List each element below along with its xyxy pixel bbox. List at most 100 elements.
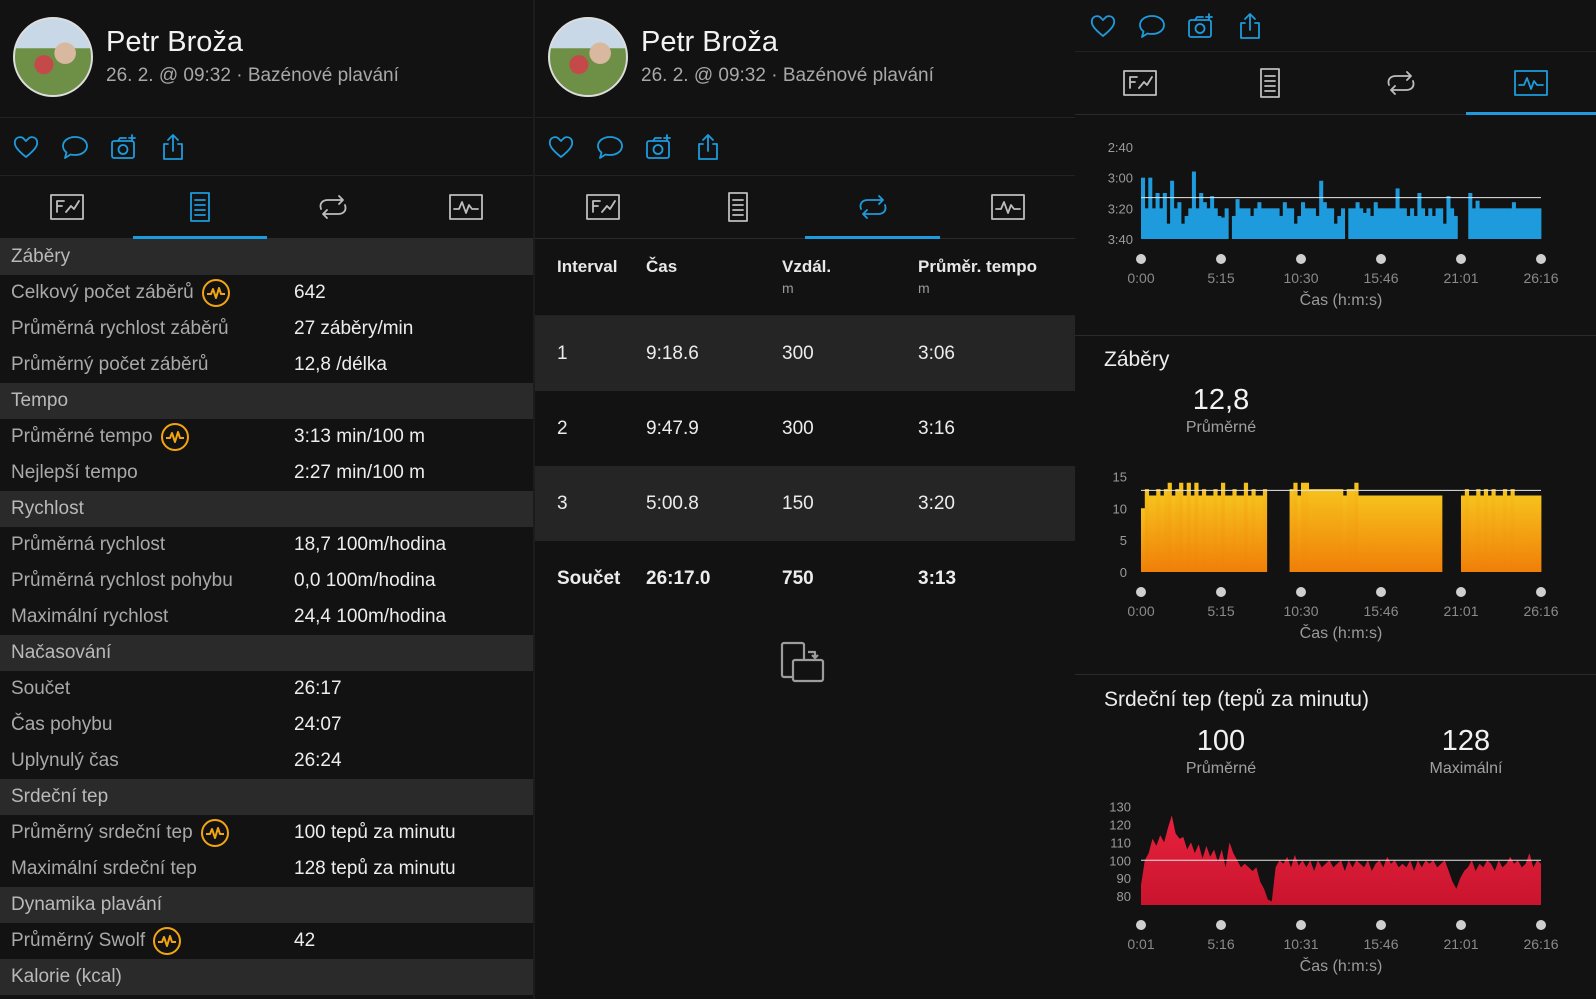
strokes-bar — [1327, 489, 1332, 572]
x-axis-title: Čas (h:m:s) — [1300, 623, 1383, 642]
performance-badge-icon[interactable] — [153, 927, 182, 955]
tab-laps[interactable] — [805, 176, 940, 239]
strokes-bar — [1289, 489, 1294, 572]
strokes-bar — [1396, 495, 1401, 572]
pace-bar — [1173, 208, 1178, 239]
pace-bar — [1341, 208, 1346, 239]
heart-icon[interactable] — [12, 133, 40, 161]
share-icon[interactable] — [1236, 12, 1264, 40]
tab-laps[interactable] — [267, 176, 400, 238]
strokes-bar — [1262, 489, 1268, 572]
tab-charts[interactable] — [940, 176, 1075, 238]
pace-bar — [1453, 216, 1458, 239]
tab-overview[interactable] — [0, 176, 133, 238]
tab-stats[interactable] — [133, 176, 267, 239]
x-tick-dot — [1136, 920, 1146, 930]
stat-label-text: Maximální rychlost — [11, 606, 169, 627]
strokes-bar — [1381, 495, 1386, 572]
pace-bar — [1315, 216, 1320, 239]
lap-distance: 150 — [782, 493, 814, 514]
col-pace-unit: m — [918, 280, 930, 296]
col-distance[interactable]: Vzdál. m — [782, 257, 831, 296]
pace-bar — [1155, 193, 1160, 239]
camera-plus-icon[interactable] — [645, 133, 673, 161]
strokes-bar — [1243, 482, 1249, 572]
strokes-bar — [1308, 489, 1313, 572]
stat-label: Uplynulý čas — [11, 743, 119, 779]
pace-bar — [1421, 208, 1426, 239]
action-bar — [1075, 0, 1596, 52]
performance-badge-icon[interactable] — [201, 279, 230, 307]
stat-label: Celkový počet záběrů — [11, 275, 230, 311]
strokes-bar — [1400, 495, 1405, 572]
col-time[interactable]: Čas — [646, 257, 678, 276]
stat-value: 0,0 100m/hodina — [294, 570, 436, 591]
avatar[interactable] — [13, 17, 93, 97]
camera-plus-icon[interactable] — [1187, 12, 1215, 40]
col-pace[interactable]: Průměr. tempo m — [918, 257, 1037, 296]
col-interval[interactable]: Interval — [557, 257, 618, 276]
pace-bar — [1413, 216, 1418, 239]
pace-bar — [1333, 223, 1338, 239]
x-tick-dot — [1296, 587, 1306, 597]
comment-icon[interactable] — [596, 133, 624, 161]
tab-bar — [535, 176, 1075, 239]
lap-time: 9:18.6 — [646, 343, 699, 364]
hr-title: Srdeční tep (tepů za minutu) — [1104, 688, 1369, 711]
heart-icon[interactable] — [547, 133, 575, 161]
pace-chart[interactable]: 2:40 3:00 3:20 3:40 0:00 5:15 10:30 15:46 21:01 2… — [1075, 117, 1596, 335]
pace-bar — [1250, 216, 1255, 239]
strokes-bar — [1148, 495, 1153, 572]
comment-icon[interactable] — [61, 133, 89, 161]
lap-pace: 3:16 — [918, 418, 955, 439]
profile-name[interactable]: Petr Broža — [641, 26, 778, 58]
tab-overview[interactable] — [1075, 52, 1205, 114]
pace-bar — [1231, 216, 1236, 239]
lap-row[interactable]: 1 9:18.6 300 3:06 — [535, 316, 1075, 391]
profile-header: Petr Broža 26. 2. @ 09:32 · Bazénové pla… — [0, 0, 533, 118]
devices-icon[interactable] — [779, 640, 825, 684]
lap-row[interactable]: 2 9:47.9 300 3:16 — [535, 391, 1075, 466]
x-tick-dot — [1456, 254, 1466, 264]
share-icon[interactable] — [159, 133, 187, 161]
share-icon[interactable] — [694, 133, 722, 161]
hr-chart[interactable]: 80 90 100 110 120 130 0:01 5:16 10:31 15:46 21:01 2… — [1075, 799, 1596, 999]
tab-laps[interactable] — [1336, 52, 1466, 114]
profile-name[interactable]: Petr Broža — [106, 26, 243, 58]
x-tick-dot — [1456, 587, 1466, 597]
strokes-bar — [1179, 482, 1184, 572]
pace-bar — [1301, 202, 1306, 239]
tab-stats[interactable] — [1205, 52, 1335, 114]
tab-charts[interactable] — [400, 176, 533, 238]
section-header: Tempo — [0, 383, 533, 419]
stats-panel: Petr Broža 26. 2. @ 09:32 · Bazénové pla… — [0, 0, 533, 999]
x-tick-label: 0:00 — [1127, 603, 1154, 619]
performance-badge-icon[interactable] — [200, 819, 229, 847]
strokes-bar — [1232, 489, 1237, 572]
strokes-bar — [1213, 489, 1218, 572]
tab-stats[interactable] — [670, 176, 805, 238]
lap-row[interactable]: 3 5:00.8 150 3:20 — [535, 466, 1075, 541]
tab-overview[interactable] — [535, 176, 670, 238]
lap-total-row[interactable]: Součet 26:17.0 750 3:13 — [535, 541, 1075, 616]
profile-header: Petr Broža 26. 2. @ 09:32 · Bazénové pla… — [535, 0, 1075, 118]
strokes-bar — [1426, 495, 1431, 572]
pace-bar — [1522, 208, 1527, 239]
tab-charts[interactable] — [1465, 52, 1596, 115]
heart-icon[interactable] — [1089, 12, 1117, 40]
stat-label-text: Průměrná rychlost pohybu — [11, 570, 233, 591]
pace-bar — [1446, 196, 1451, 239]
stat-label: Průměrný počet záběrů — [11, 347, 209, 383]
avatar[interactable] — [548, 17, 628, 97]
panel-separator — [533, 0, 535, 999]
pace-bar — [1468, 193, 1473, 239]
x-tick-label: 0:01 — [1127, 936, 1154, 952]
comment-icon[interactable] — [1138, 12, 1166, 40]
strokes-bar — [1438, 495, 1443, 572]
performance-badge-icon[interactable] — [160, 423, 189, 451]
strokes-bar — [1255, 495, 1260, 572]
strokes-chart[interactable]: 0 5 10 15 0:00 5:15 10:30 15:46 21:01 26:16 Čas (h… — [1075, 460, 1596, 670]
camera-plus-icon[interactable] — [110, 133, 138, 161]
x-tick-dot — [1536, 587, 1546, 597]
pace-bar — [1322, 202, 1327, 239]
